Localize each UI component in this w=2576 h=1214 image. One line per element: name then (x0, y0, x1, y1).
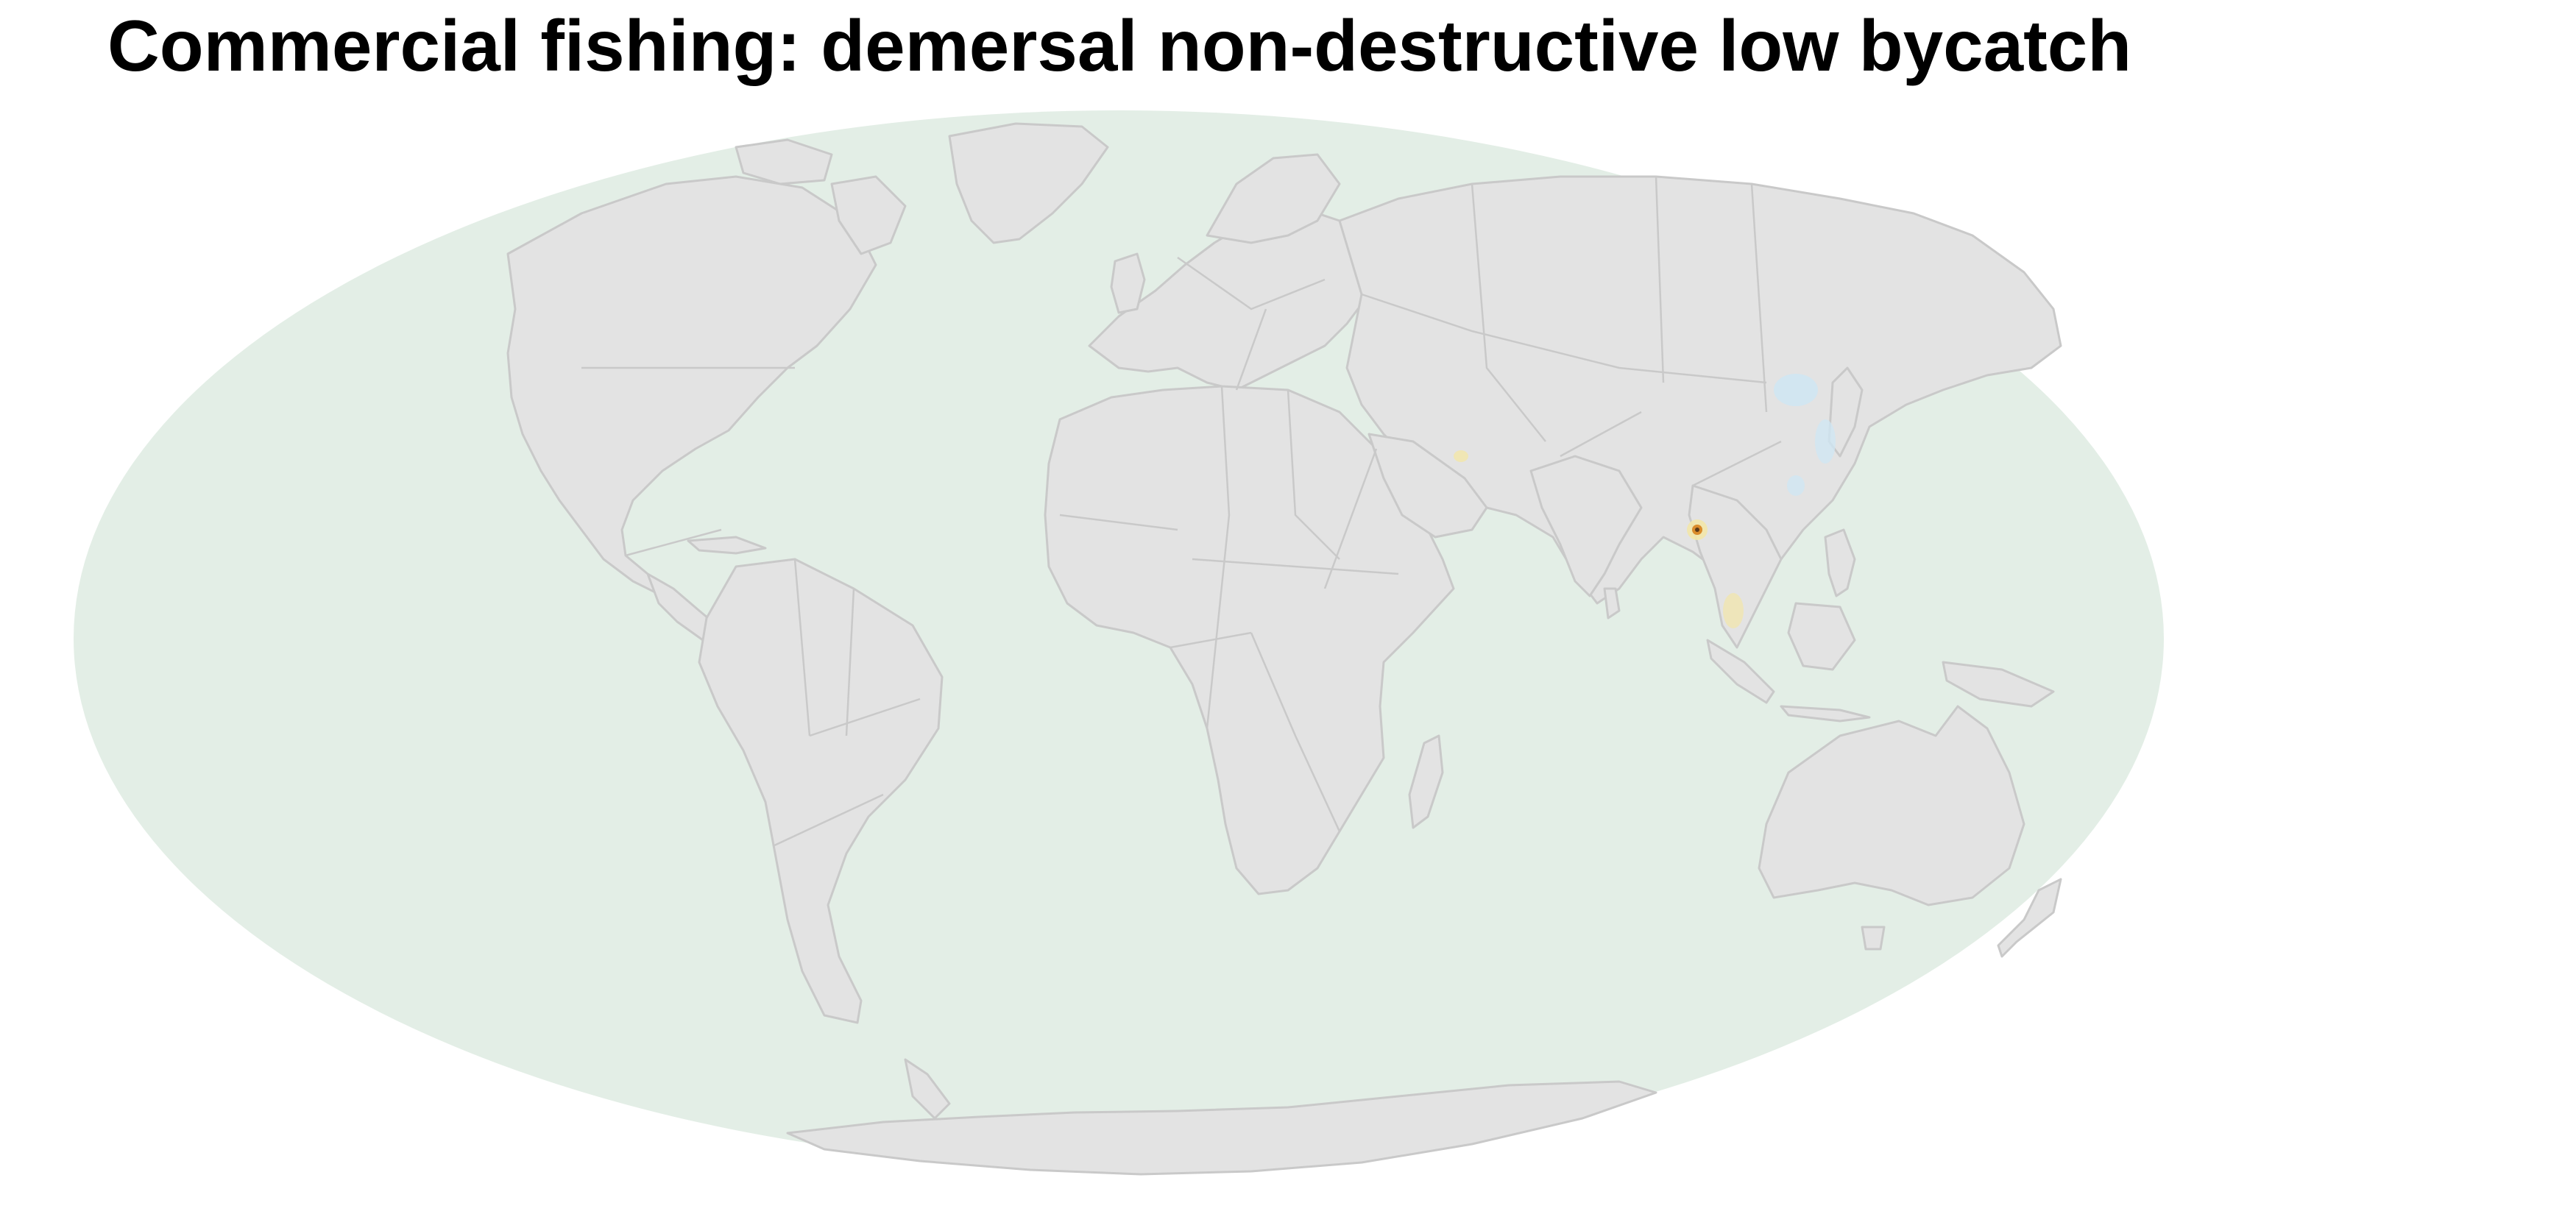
land-borneo (1787, 602, 1856, 671)
land-australia (1758, 705, 2025, 906)
land-baffin (830, 175, 907, 255)
land-greenland (948, 122, 1109, 244)
land-antarctica (786, 1080, 1657, 1176)
land-antarctic-peninsula (904, 1058, 951, 1120)
land-java (1780, 705, 1871, 723)
land-arabia (1367, 433, 1488, 539)
land-new-zealand (1997, 878, 2062, 958)
hotspot-malaysia (1723, 593, 1744, 628)
hotspot-taiwan-strait (1787, 475, 1805, 496)
land-scandinavia (1206, 153, 1341, 244)
land-south-america (698, 558, 944, 1024)
hotspot-east-china-sea (1815, 419, 1836, 464)
land-cuba (687, 536, 767, 555)
hotspot-myanmar-center (1695, 528, 1699, 532)
hotspots (1454, 374, 1836, 628)
land-se-asia (1688, 484, 1783, 649)
border-lines (581, 176, 1782, 848)
map-title: Commercial fishing: demersal non-destruc… (107, 5, 2132, 86)
land-uk (1110, 252, 1146, 314)
hotspot-gulf (1454, 450, 1468, 462)
landmasses (506, 122, 2062, 1176)
land-india (1529, 455, 1643, 597)
land-sumatra (1706, 639, 1775, 704)
country-borders (581, 176, 1782, 848)
land-philippines (1824, 528, 1856, 597)
land-arctic-islands (735, 138, 833, 185)
land-tasmania (1861, 926, 1886, 951)
land-new-guinea (1942, 661, 2055, 708)
hotspot-yellow-sea (1774, 374, 1818, 406)
land-sri-lanka (1603, 587, 1621, 620)
land-madagascar (1408, 734, 1444, 829)
land-africa (1044, 385, 1455, 895)
